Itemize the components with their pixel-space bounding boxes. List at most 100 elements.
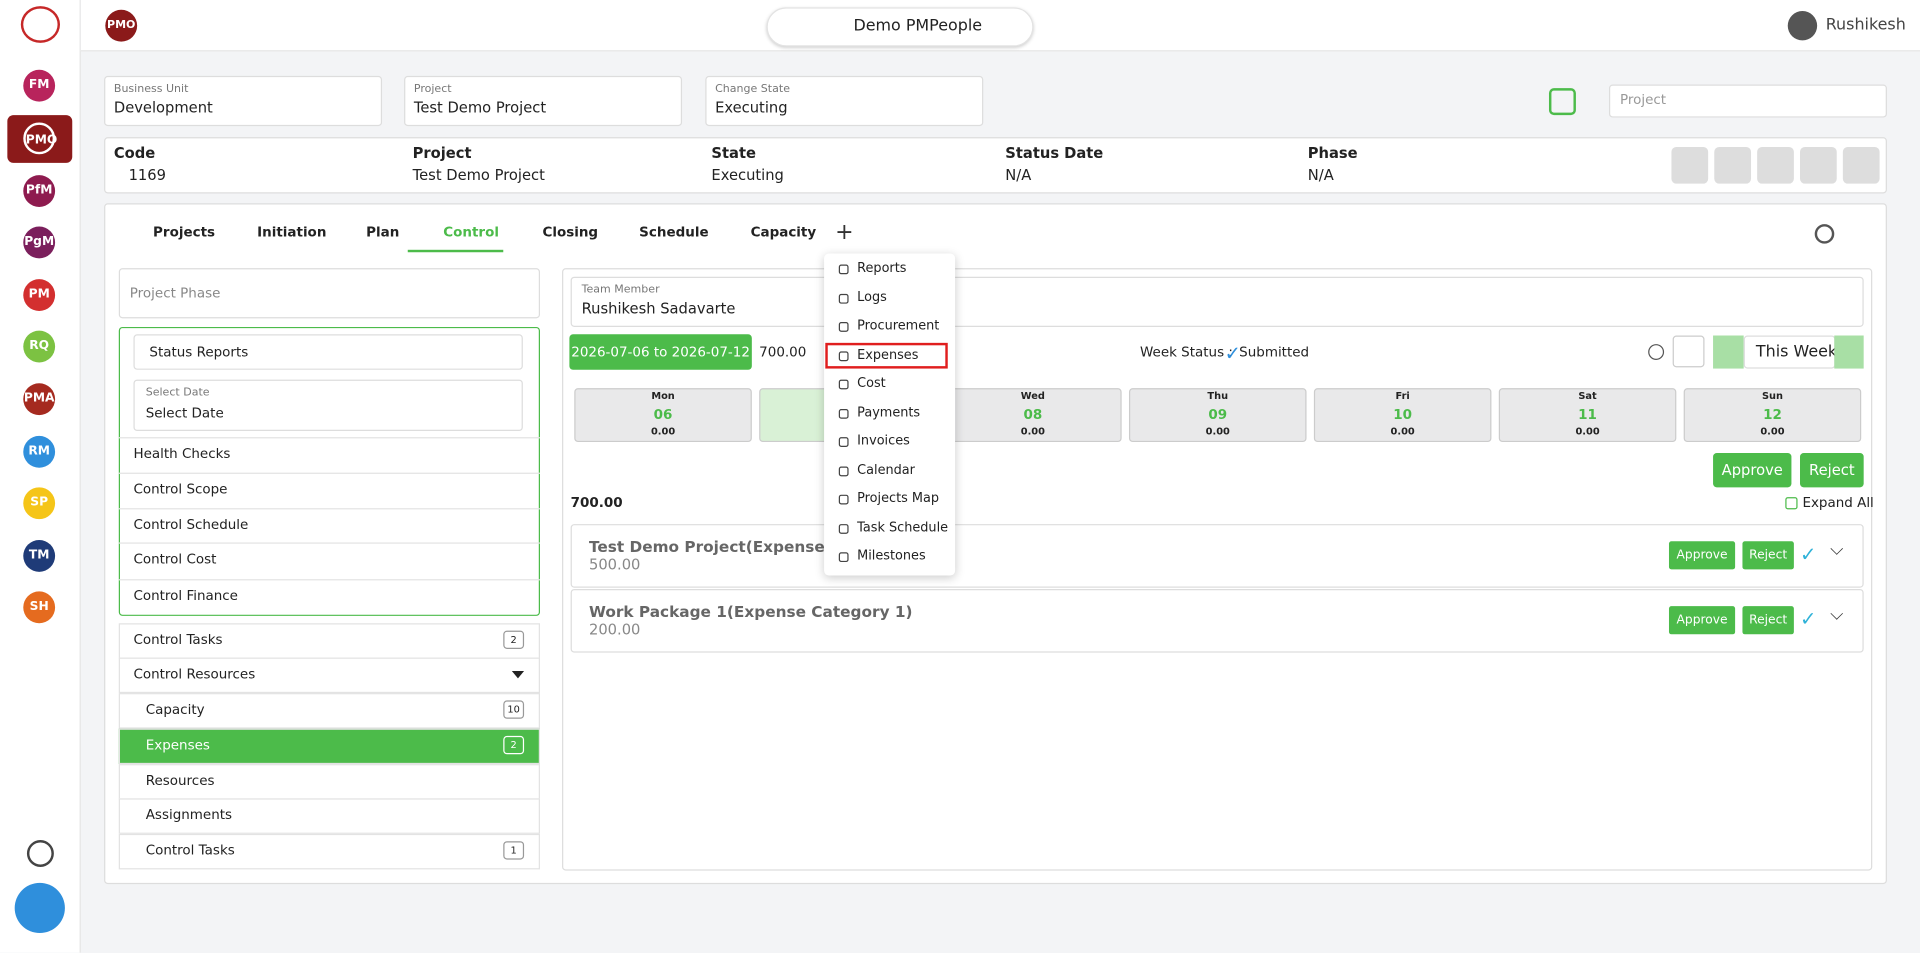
app-icon[interactable]: PMA <box>23 383 56 416</box>
list-row[interactable] <box>118 798 541 834</box>
reject-all[interactable]: Reject <box>1800 453 1864 488</box>
action-button[interactable] <box>1714 146 1752 184</box>
day-date: 11 <box>1578 406 1597 423</box>
report-input[interactable] <box>133 334 523 370</box>
expense-row <box>570 588 1864 653</box>
dropdown-item[interactable]: Reports <box>857 260 907 276</box>
calendar-button[interactable] <box>1672 335 1705 368</box>
row-reject[interactable]: Reject <box>1742 606 1794 635</box>
day-date: 09 <box>1208 406 1228 423</box>
dropdown-icon <box>838 264 849 275</box>
workspace-select[interactable] <box>766 7 1034 47</box>
chat-button[interactable] <box>14 882 65 934</box>
tab[interactable]: Initiation <box>257 224 327 241</box>
list-row[interactable] <box>118 623 541 659</box>
action-button[interactable] <box>1757 146 1794 184</box>
app-icon[interactable]: PfM <box>23 175 56 207</box>
ai-icon[interactable] <box>1548 88 1576 116</box>
this-week-box[interactable] <box>1743 335 1836 369</box>
app-icon[interactable]: PMO <box>23 122 57 155</box>
phase-label: Project Phase <box>129 285 221 302</box>
add-user[interactable] <box>26 840 54 867</box>
row-reject[interactable]: Reject <box>1742 541 1794 570</box>
dropdown-item[interactable]: Invoices <box>857 433 910 449</box>
menu-item[interactable]: Control Finance <box>133 587 238 604</box>
info-label: Status Date <box>1005 144 1104 162</box>
info-value: Executing <box>711 166 784 184</box>
dropdown-item[interactable]: Calendar <box>857 462 915 477</box>
dropdown-item[interactable]: Expenses <box>857 347 919 362</box>
action-button[interactable] <box>1800 146 1837 184</box>
tab[interactable]: Projects <box>153 224 216 241</box>
app-icon[interactable]: PM <box>23 279 56 312</box>
list-row[interactable] <box>118 728 541 765</box>
this-week: This Week <box>1755 342 1838 362</box>
dropdown-item[interactable]: Cost <box>857 375 886 391</box>
check: ✓ <box>1224 341 1241 365</box>
info-value: N/A <box>1005 166 1032 184</box>
filter[interactable] <box>104 75 383 127</box>
dropdown-item[interactable]: Task Schedule <box>857 519 949 535</box>
tab[interactable]: Schedule <box>639 224 709 241</box>
dropdown-item[interactable]: Projects Map <box>857 491 940 506</box>
list-row[interactable] <box>118 833 541 870</box>
separator <box>118 542 541 544</box>
list-row[interactable] <box>118 657 541 694</box>
menu-item[interactable]: Control Schedule <box>133 516 249 533</box>
action-button[interactable] <box>1842 146 1880 184</box>
day-card <box>944 388 1122 443</box>
separator <box>118 508 541 510</box>
day-date: 12 <box>1763 406 1782 423</box>
tab[interactable]: Closing <box>542 224 599 241</box>
app-icon[interactable]: RM <box>23 435 56 468</box>
tab[interactable]: Plan <box>366 224 400 241</box>
separator <box>118 437 541 439</box>
dropdown-item[interactable]: Payments <box>857 404 921 420</box>
member-select[interactable] <box>570 276 1864 327</box>
action-button[interactable] <box>1671 146 1709 184</box>
add-tab[interactable]: + <box>835 219 854 245</box>
caret <box>511 671 525 679</box>
tab[interactable]: Control <box>443 224 499 241</box>
settings-icon[interactable] <box>1814 224 1835 244</box>
list-count: 1 <box>503 841 525 860</box>
expand-box[interactable] <box>1785 497 1798 510</box>
filter-value: Executing <box>715 99 788 117</box>
dropdown-item[interactable]: Logs <box>857 289 887 305</box>
day-card <box>1313 388 1492 443</box>
app-icon[interactable]: SP <box>23 487 56 520</box>
dropdown-item[interactable]: Procurement <box>857 318 940 334</box>
info-label: Phase <box>1307 144 1358 162</box>
dropdown-item[interactable]: Milestones <box>857 548 926 564</box>
tab[interactable]: Capacity <box>750 224 817 241</box>
app-icon[interactable]: PgM <box>23 226 56 259</box>
approve-all[interactable]: Approve <box>1713 453 1792 488</box>
menu-item[interactable]: Control Cost <box>133 551 217 567</box>
app-icon[interactable]: RQ <box>23 330 56 363</box>
day-date: 08 <box>1023 406 1043 423</box>
row-amount: 500.00 <box>588 555 641 574</box>
menu-item[interactable]: Control Scope <box>133 481 228 498</box>
app-icon[interactable]: TM <box>23 540 56 572</box>
dropdown-icon <box>838 379 849 390</box>
filter[interactable] <box>705 75 984 127</box>
sum: 700.00 <box>570 494 623 511</box>
phase-select[interactable] <box>118 268 541 319</box>
row-approve[interactable]: Approve <box>1668 541 1736 570</box>
menu-item[interactable]: Health Checks <box>133 445 231 462</box>
app-icon[interactable]: SH <box>23 591 56 624</box>
badge: PMO <box>105 9 138 42</box>
next[interactable] <box>1834 335 1864 369</box>
search[interactable] <box>1608 84 1887 118</box>
day-date: 06 <box>653 406 673 423</box>
row-approve[interactable]: Approve <box>1668 606 1736 635</box>
list-label: Control Resources <box>133 666 256 683</box>
list-row[interactable] <box>118 693 541 729</box>
dropdown-menu <box>824 253 956 576</box>
date-input[interactable] <box>133 379 523 432</box>
app-icon[interactable]: FM <box>23 69 56 102</box>
prev[interactable] <box>1713 335 1744 369</box>
dropdown-icon <box>838 293 849 304</box>
filter[interactable] <box>404 75 683 127</box>
